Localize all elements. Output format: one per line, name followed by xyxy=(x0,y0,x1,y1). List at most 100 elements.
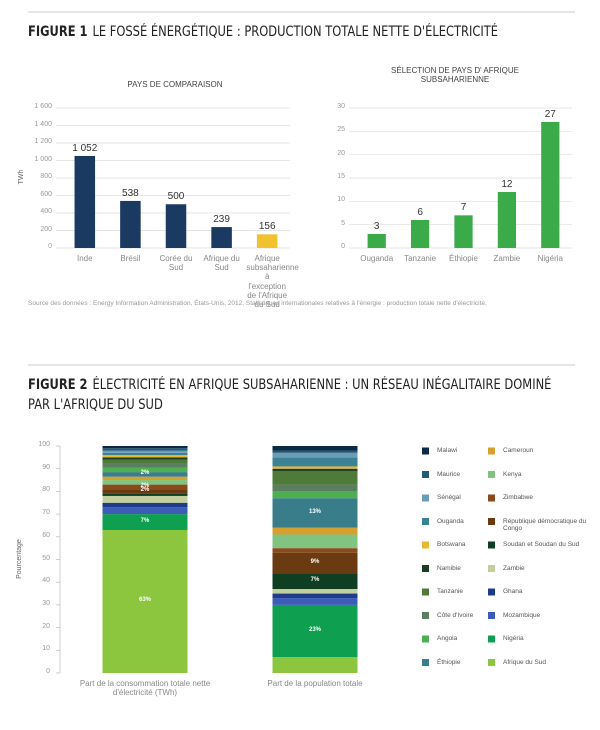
bar xyxy=(410,220,430,248)
bar-segment xyxy=(272,593,358,599)
legend-swatch xyxy=(488,541,495,549)
legend-swatch xyxy=(422,541,429,549)
y-tick-label: 70 xyxy=(42,509,50,517)
y-tick-label: 200 xyxy=(40,225,52,233)
bar-segment xyxy=(272,470,358,485)
legend-swatch xyxy=(488,635,495,643)
y-axis-label: Pourcentage xyxy=(15,538,23,579)
bar-segment xyxy=(272,657,358,673)
y-tick-label: 0 xyxy=(341,243,345,250)
legend-label: Zimbabwe xyxy=(503,494,533,501)
figure-title: LE FOSSÉ ÉNERGÉTIQUE : PRODUCTION TOTALE… xyxy=(92,24,499,40)
bar-segment xyxy=(272,446,358,451)
legend-label: Malawi xyxy=(437,447,458,454)
bar-segment xyxy=(272,589,358,594)
value-label: 2% xyxy=(140,487,150,494)
legend-swatch xyxy=(422,659,429,666)
bar-segment xyxy=(272,552,358,574)
bar-segment xyxy=(102,493,188,496)
bar-segment xyxy=(272,498,358,528)
bar-segment xyxy=(102,452,188,456)
y-tick-label: 1 400 xyxy=(34,120,52,128)
bar-segment xyxy=(102,455,188,458)
value-label: 538 xyxy=(122,187,139,199)
y-tick-label: 1 600 xyxy=(34,103,52,110)
legend-swatch xyxy=(422,635,429,643)
chart-title: SÉLECTION DE PAYS D' AFRIQUE SUBSAHARIEN… xyxy=(391,66,519,84)
legend-swatch xyxy=(422,588,429,596)
y-tick-label: 25 xyxy=(337,126,345,134)
bar xyxy=(256,234,278,248)
x-tick-label: Éthiopie xyxy=(449,254,478,263)
bar-segment xyxy=(102,448,188,451)
bar-segment xyxy=(102,446,188,449)
value-label: 500 xyxy=(167,191,185,203)
bar xyxy=(541,122,560,248)
value-label: 63% xyxy=(138,597,151,604)
bar-segment xyxy=(102,463,188,468)
bar-segment xyxy=(272,534,358,549)
bar-segment xyxy=(102,529,188,673)
y-tick-label: 90 xyxy=(42,463,50,471)
legend-swatch xyxy=(488,612,495,619)
y-tick-label: 10 xyxy=(337,196,345,204)
y-tick-label: 80 xyxy=(42,486,50,494)
y-tick-label: 30 xyxy=(42,599,50,607)
bar-segment xyxy=(102,450,188,453)
value-label: 6 xyxy=(417,207,423,218)
x-tick-label: Zambie xyxy=(493,254,521,263)
value-label: 1 052 xyxy=(72,142,98,154)
legend-label: Éthiopie xyxy=(437,658,461,666)
bar-segment xyxy=(102,480,188,485)
value-label: 7% xyxy=(310,577,320,584)
bar xyxy=(120,200,141,248)
bar-segment xyxy=(272,466,358,469)
y-tick-label: 20 xyxy=(337,149,345,157)
bar xyxy=(497,192,517,248)
legend-label: République démocratique du Congo xyxy=(503,517,587,532)
bar-segment xyxy=(102,495,188,503)
value-label: 23% xyxy=(308,627,321,633)
bar xyxy=(454,215,473,248)
legend-label: Mozambique xyxy=(503,611,541,619)
legend-swatch xyxy=(422,471,429,478)
value-label: 7 xyxy=(460,202,467,214)
y-axis-label: TWh xyxy=(17,169,25,185)
bar-segment xyxy=(272,573,358,590)
legend-swatch xyxy=(422,447,429,455)
bar-segment xyxy=(102,457,188,460)
value-label: 2% xyxy=(140,482,150,489)
x-tick-label: Ouganda xyxy=(360,254,394,263)
x-tick-label: Part de la population totale xyxy=(267,679,363,688)
y-tick-label: 5 xyxy=(341,219,345,227)
figure-heading: FIGURE 1 LE FOSSÉ ÉNERGÉTIQUE : PRODUCTIO… xyxy=(28,22,586,42)
legend-label: Ouganda xyxy=(437,517,464,525)
legend-label: Zambie xyxy=(503,564,525,572)
legend-swatch xyxy=(488,518,495,525)
bar-segment xyxy=(272,484,358,492)
bar-segment xyxy=(102,507,188,515)
bar-segment xyxy=(102,472,188,477)
value-label: 13% xyxy=(308,508,321,515)
legend-label: Sénégal xyxy=(437,494,461,501)
legend-label: Nigéria xyxy=(503,635,524,642)
bar xyxy=(367,234,386,248)
value-label: 156 xyxy=(258,221,276,233)
legend-swatch xyxy=(488,588,495,596)
bar-segment xyxy=(102,459,188,464)
bar xyxy=(74,155,96,248)
y-tick-label: 800 xyxy=(40,173,52,180)
legend-label: Botswana xyxy=(437,541,466,548)
bar xyxy=(211,227,232,248)
value-label: 239 xyxy=(213,214,230,226)
bar-segment xyxy=(272,548,358,553)
legend-swatch xyxy=(488,494,495,502)
bar-segment xyxy=(272,527,358,535)
bar-segment xyxy=(272,598,358,605)
bar-segment xyxy=(102,489,188,494)
y-tick-label: 100 xyxy=(38,441,50,448)
legend-label: Cameroun xyxy=(503,447,534,454)
legend-label: Afrique du Sud xyxy=(503,658,547,666)
legend-swatch xyxy=(422,494,429,502)
x-tick-label: Corée du Sud xyxy=(159,254,193,273)
